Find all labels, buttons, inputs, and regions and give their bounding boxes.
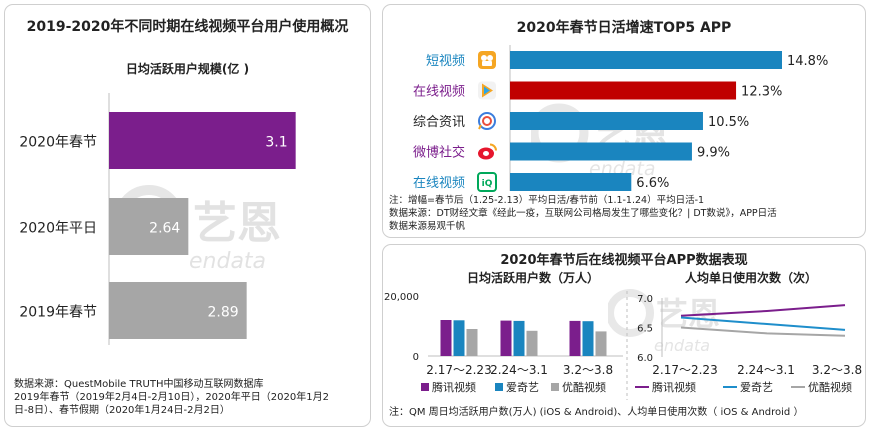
source-line: 数据来源：QuestMobile TRUTH中国移动互联网数据库 [14,379,264,390]
bar-0-0 [440,320,452,356]
y-tick-label: 0 [413,352,419,363]
bar-1-1 [513,320,525,356]
qq-browser-icon [478,112,496,130]
y-tick-label: 7.0 [637,294,653,305]
bar-1-0 [453,320,465,356]
category-label: 2020年春节 [19,135,97,151]
category-label: 在线视频 [413,85,465,100]
top-right-panel-title: 2020年春节日活增速TOP5 APP [516,20,732,36]
y-tick-label: 6.0 [637,353,653,364]
bar-0 [109,112,296,169]
legend-swatch [551,383,559,391]
legend-label: 爱奇艺 [506,381,539,394]
source-line: 2019年春节（2019年2月4日-2月10日），2020年平日（2020年1月… [14,392,329,403]
left-source-note: 数据来源：QuestMobile TRUTH中国移动互联网数据库 2019年春节… [14,378,366,417]
x-tick-label: 2.24～3.1 [490,363,548,377]
chart-subtitle: 日均活跃用户数（万人） [467,270,599,285]
watermark-logo-text: 艺恩 [193,198,281,249]
data-label: 2.64 [149,221,180,237]
icon-play-front [484,86,490,95]
data-label: 9.9% [697,146,730,161]
legend-label: 爱奇艺 [740,381,773,394]
bar-0 [510,51,782,69]
left-chart-subtitle: 日均活跃用户规模(亿 ) [125,62,250,76]
bar-1 [510,81,737,100]
weibo-icon [478,143,497,160]
daily-usage-line-chart: 人均单日使用次数（次） 7.0 6.5 6.02.17～2.23 2.24～3.1 3.2… [626,270,862,400]
legend-label: 腾讯视频 [652,380,696,394]
bottom-right-note: 注：QM 周日均活跃用户数(万人) (iOS & Android)、人均单日使用… [389,407,804,418]
icon-tail [478,124,482,130]
bar-2-0 [466,329,478,356]
category-label: 微博社交 [413,145,465,161]
data-label: 3.1 [265,135,287,151]
watermark-sub-text: endata [654,336,710,355]
legend-label: 腾讯视频 [432,380,476,394]
icon-dot [487,55,493,61]
left-panel: 2019-2020年不同时期在线视频平台用户使用概况 日均活跃用户规模(亿 ) … [4,4,371,427]
note-line: 数据来源：DT财经文章《经此一疫，互联网公司格局发生了哪些变化？| DT数说》，… [389,208,777,219]
legend-label: 优酷视频 [562,380,606,394]
tencent-video-icon [478,81,496,100]
icon-bg [477,172,497,192]
bar-4 [510,173,632,191]
note-line: 注：增幅=春节后（1.25-2.13）平均日活/春节前（1.1-1.24）平均日… [389,195,705,206]
series-line-2 [680,326,846,337]
data-label: 2.89 [207,305,238,321]
category-label: 在线视频 [413,176,465,191]
icon-body [482,61,492,66]
bar-2-1 [526,330,538,356]
kuaishou-icon [478,51,496,69]
icon-ring-inner [482,116,492,126]
legend-label: 优酷视频 [808,380,852,394]
chart-subtitle: 人均单日使用次数（次） [685,270,817,285]
watermark-sub-text: endata [189,249,266,274]
legend-swatch [421,383,429,391]
legend-swatch [495,383,503,391]
x-tick-label: 2.17～2.23 [652,363,717,377]
icon-bg [478,51,496,69]
data-label: 10.5% [708,115,749,130]
source-line: 日-8日）、春节假期（2020年1月24日-2月2日） [14,405,230,416]
y-tick-label: 6.5 [637,324,653,335]
icon-dot [481,55,487,61]
category-label: 2019年春节 [19,305,97,321]
bar-2 [109,282,247,339]
iqiyi-icon: iQ [477,172,497,192]
y-tick-label: 20,000 [384,292,419,303]
x-tick-label: 2.24～3.1 [737,363,795,377]
x-tick-label: 3.2～3.8 [812,363,862,377]
dau-scale-bar-chart: 2020年春节 3.1 2020年平日 2.64 2019年春节 2.89 [19,93,296,345]
category-label: 短视频 [426,54,465,69]
x-tick-label: 2.17～2.23 [426,363,491,377]
icon-eye [483,151,489,156]
bar-2 [510,112,703,130]
bar-0-1 [500,320,512,356]
bar-2-2 [595,331,607,356]
bar-3 [510,142,692,161]
top-right-panel: 2020年春节日活增速TOP5 APP 艺恩 endata 14.8% 短视频 12… [382,4,866,238]
note-line: 数据来源易观千帆 [389,221,466,232]
category-label: 2020年平日 [19,221,97,237]
x-tick-label: 3.2～3.8 [563,363,613,377]
icon-wave [489,143,497,151]
category-label: 综合资讯 [413,115,465,130]
bottom-right-panel-title: 2020年春节后在线视频平台APP数据表现 [500,253,748,268]
icon-ring [478,112,496,130]
bar-1-2 [582,321,594,356]
data-label: 14.8% [787,54,828,69]
top-right-note: 注：增幅=春节后（1.25-2.13）平均日活/春节前（1.1-1.24）平均日… [389,194,865,233]
data-label: 12.3% [741,85,782,100]
data-label: 6.6% [636,176,669,191]
left-panel-title: 2019-2020年不同时期在线视频平台用户使用概况 [26,19,349,35]
bar-1 [109,198,189,255]
bottom-right-panel: 2020年春节后在线视频平台APP数据表现 艺恩 endata 日均活跃用户数（… [382,244,866,427]
platform-dau-bar-chart: 日均活跃用户数（万人） 20,000 0 2.17～2.232.24～3.1 3.2～3… [384,270,623,394]
series-line-0 [680,304,846,317]
series-line-1 [680,316,846,331]
icon-glyph: iQ [482,179,493,189]
bar-0-2 [569,320,581,356]
top5-app-growth-bar-chart: 14.8% 短视频 12.3% 在线视频 10.5% 综合资讯 9.9% 微博社交 6.6% 在线… [413,45,828,192]
